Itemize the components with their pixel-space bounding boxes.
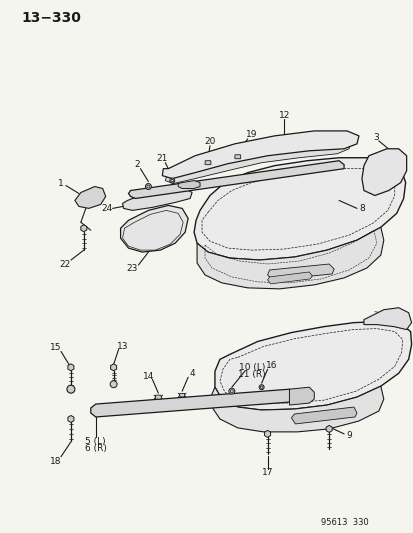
Polygon shape (120, 205, 188, 252)
Polygon shape (291, 407, 356, 424)
FancyBboxPatch shape (179, 393, 184, 397)
Polygon shape (289, 387, 313, 405)
Polygon shape (264, 430, 270, 438)
Polygon shape (178, 181, 199, 189)
Text: 3: 3 (372, 133, 378, 142)
FancyBboxPatch shape (234, 155, 240, 159)
Text: 4: 4 (189, 369, 195, 378)
FancyBboxPatch shape (155, 395, 161, 399)
Text: 13: 13 (116, 342, 128, 351)
Polygon shape (325, 425, 331, 432)
Text: 7: 7 (219, 179, 225, 188)
Polygon shape (267, 272, 311, 284)
Circle shape (110, 381, 117, 387)
Polygon shape (110, 364, 116, 371)
Text: 19: 19 (245, 131, 257, 140)
Text: 23: 23 (126, 264, 138, 273)
Polygon shape (194, 158, 405, 260)
Polygon shape (81, 225, 87, 232)
Circle shape (228, 388, 234, 394)
Text: 22: 22 (59, 260, 70, 269)
Polygon shape (122, 189, 192, 211)
Polygon shape (90, 389, 294, 417)
Text: 17: 17 (261, 468, 273, 477)
Text: 11 (R): 11 (R) (237, 370, 265, 379)
Text: 1: 1 (58, 179, 64, 188)
Circle shape (259, 385, 263, 390)
Polygon shape (75, 187, 105, 208)
Polygon shape (361, 149, 406, 196)
Text: 8: 8 (358, 204, 364, 213)
Polygon shape (211, 386, 383, 432)
Text: 14: 14 (142, 372, 154, 381)
Text: 5 (L): 5 (L) (85, 437, 106, 446)
Circle shape (145, 183, 151, 190)
Polygon shape (197, 227, 383, 289)
Text: 16: 16 (265, 361, 277, 370)
Polygon shape (165, 139, 350, 183)
Text: 6 (R): 6 (R) (85, 445, 107, 453)
Polygon shape (128, 161, 343, 198)
Text: 10 (L): 10 (L) (238, 363, 264, 372)
Circle shape (67, 385, 75, 393)
Text: 9: 9 (345, 431, 351, 440)
Text: 15: 15 (50, 343, 62, 352)
Text: 2: 2 (134, 160, 140, 169)
Text: 12: 12 (278, 110, 290, 119)
Text: 13−330: 13−330 (21, 11, 81, 25)
Text: 18: 18 (50, 457, 62, 466)
Polygon shape (162, 131, 358, 179)
Polygon shape (68, 416, 74, 423)
Polygon shape (267, 264, 333, 280)
Circle shape (169, 178, 174, 183)
Polygon shape (68, 364, 74, 371)
Text: 24: 24 (101, 204, 112, 213)
Polygon shape (363, 308, 411, 329)
Text: 95613  330: 95613 330 (320, 518, 368, 527)
Polygon shape (214, 321, 411, 410)
FancyBboxPatch shape (204, 161, 210, 165)
Text: 20: 20 (204, 138, 215, 147)
Text: 21: 21 (156, 154, 168, 163)
